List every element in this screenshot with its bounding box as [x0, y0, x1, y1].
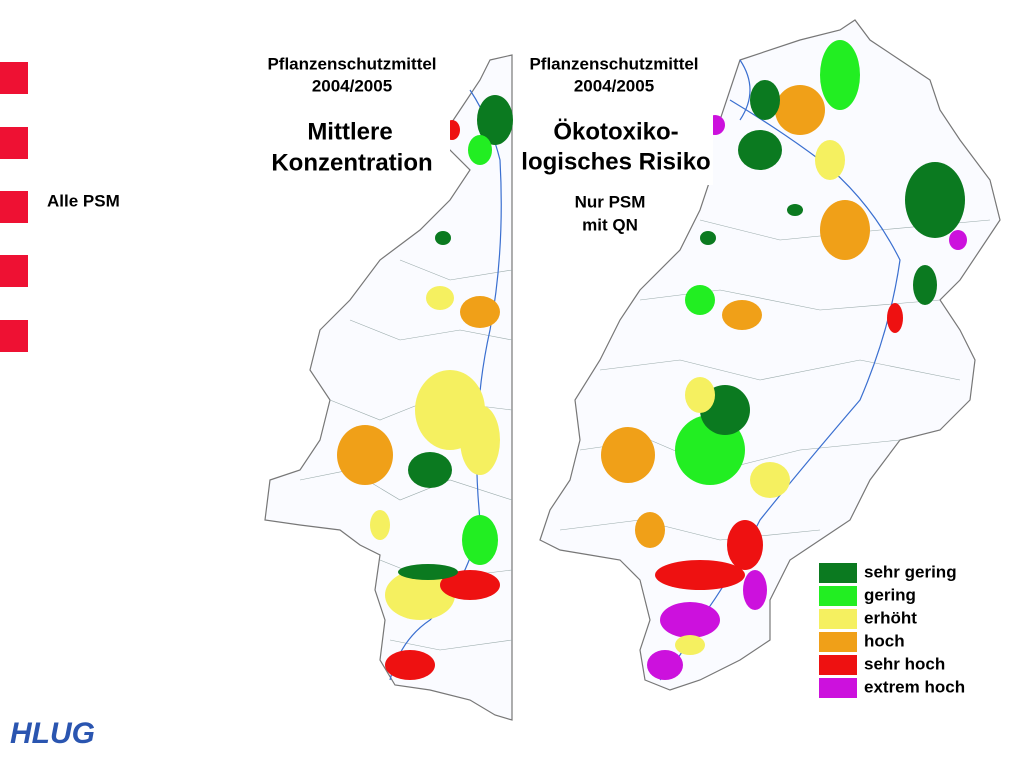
- region-outline: [264, 54, 513, 721]
- legend-label: sehr hoch: [864, 654, 945, 673]
- left-map: Pflanzenschutzmittel 2004/2005 Mittlere …: [255, 50, 513, 721]
- note-backdrop: [560, 192, 660, 238]
- map-heading: Konzentration: [271, 149, 432, 176]
- sidebar-markers: [0, 62, 28, 352]
- boundaries: [299, 259, 513, 651]
- logo: HLUG: [10, 717, 95, 750]
- areas: [337, 95, 513, 680]
- map-heading: logisches Risiko: [521, 148, 710, 175]
- legend-swatch: [819, 678, 857, 698]
- legend-swatch: [819, 632, 857, 652]
- legend-label: extrem hoch: [864, 677, 965, 696]
- marker: [0, 320, 28, 352]
- title-backdrop: [255, 50, 450, 185]
- legend-label: erhöht: [864, 608, 917, 627]
- marker: [0, 62, 28, 94]
- legend-label: gering: [864, 585, 916, 604]
- marker: [0, 255, 28, 287]
- map-heading: Mittlere: [307, 118, 392, 145]
- map-title: Pflanzenschutzmittel: [267, 54, 436, 73]
- legend-swatch: [819, 563, 857, 583]
- map-note: Nur PSM: [575, 192, 646, 211]
- legend-label: sehr gering: [864, 562, 957, 581]
- sidebar-label: Alle PSM: [47, 191, 120, 210]
- legend-swatch: [819, 655, 857, 675]
- map-title: Pflanzenschutzmittel: [529, 54, 698, 73]
- map-title: 2004/2005: [574, 76, 654, 95]
- map-title: 2004/2005: [312, 76, 392, 95]
- title-backdrop: [518, 50, 713, 185]
- legend-swatch: [819, 609, 857, 629]
- legend-label: hoch: [864, 631, 905, 650]
- marker: [0, 127, 28, 159]
- areas: [601, 40, 967, 680]
- legend-swatch: [819, 586, 857, 606]
- map-heading: Ökotoxiko-: [553, 118, 678, 145]
- legend: sehr gering gering erhöht hoch sehr hoch extr…: [812, 556, 982, 704]
- map-note: mit QN: [582, 215, 638, 234]
- marker: [0, 191, 28, 223]
- right-map: Pflanzenschutzmittel 2004/2005 Ökotoxiko…: [518, 19, 1001, 691]
